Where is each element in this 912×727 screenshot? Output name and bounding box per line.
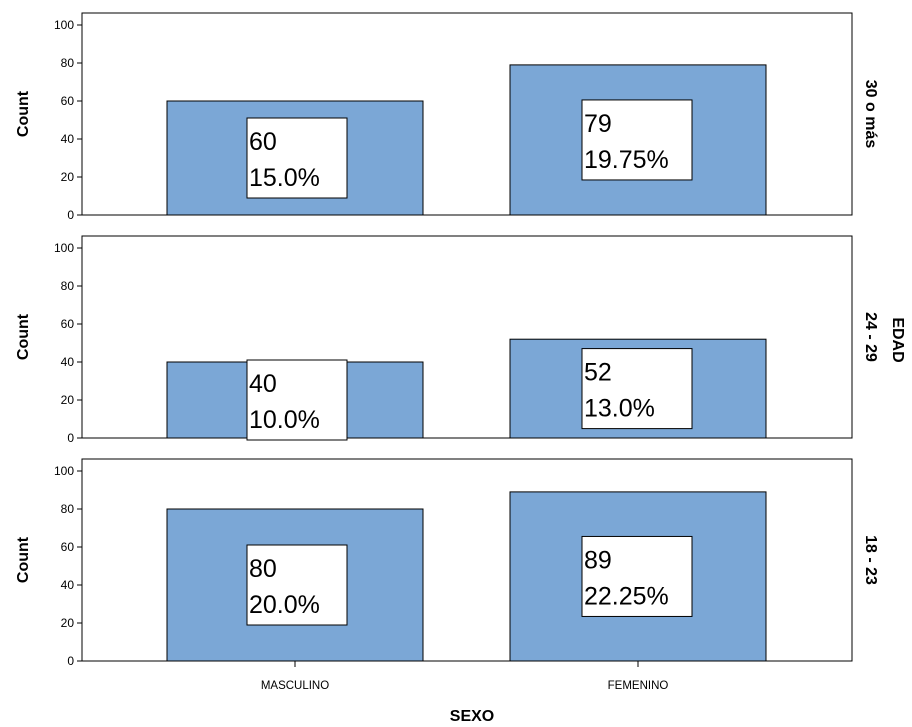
data-label-count: 80 <box>249 555 277 583</box>
x-tick-label: FEMENINO <box>608 680 669 692</box>
x-tick-label: MASCULINO <box>261 680 329 692</box>
y-tick-label: 40 <box>61 132 75 146</box>
y-tick-label: 100 <box>54 18 74 32</box>
data-label-box <box>246 117 348 199</box>
row-label: 30 o más <box>862 80 879 149</box>
data-label-percent: 19.75% <box>584 146 669 174</box>
y-axis-title: Count <box>15 536 32 583</box>
data-label-box <box>581 348 693 430</box>
panel: 0 20 40 60 80 100 Count 40 10.0% 52 13.0% 24 - 29 <box>15 235 879 445</box>
y-tick-label: 60 <box>61 317 75 331</box>
y-tick-label: 20 <box>61 616 75 630</box>
data-label-percent: 10.0% <box>249 406 320 434</box>
data-label-count: 79 <box>584 110 612 138</box>
y-tick-label: 0 <box>67 654 74 668</box>
y-tick-label: 40 <box>61 355 75 369</box>
data-label-box <box>246 359 348 441</box>
y-tick-label: 0 <box>67 431 74 445</box>
data-label-count: 40 <box>249 370 277 398</box>
x-axis: MASCULINO FEMENINO <box>261 661 669 692</box>
y-axis-title: Count <box>15 90 32 137</box>
row-label: 24 - 29 <box>862 312 879 362</box>
data-label-percent: 22.25% <box>584 582 669 610</box>
panel: 0 20 40 60 80 100 Count 80 20.0% 89 22.25% 18 - 23 <box>15 458 879 668</box>
data-label-percent: 13.0% <box>584 395 655 423</box>
y-tick-label: 60 <box>61 94 75 108</box>
data-label-count: 89 <box>584 546 612 574</box>
y-tick-label: 60 <box>61 540 75 554</box>
y-tick-label: 40 <box>61 578 75 592</box>
data-label-box <box>246 544 348 626</box>
chart-panels: 0 20 40 60 80 100 Count 60 15.0% 79 19.75% 30 o más… <box>15 12 879 668</box>
y-tick-label: 20 <box>61 170 75 184</box>
data-label-box <box>581 535 693 617</box>
row-variable-title: EDAD <box>889 317 906 362</box>
data-label-count: 52 <box>584 359 612 387</box>
row-label: 18 - 23 <box>862 535 879 585</box>
x-axis-title: SEXO <box>450 708 494 725</box>
y-axis-title: Count <box>15 313 32 360</box>
y-tick-label: 100 <box>54 464 74 478</box>
data-label-box <box>581 99 693 181</box>
y-tick-label: 20 <box>61 393 75 407</box>
y-tick-label: 0 <box>67 208 74 222</box>
data-label-count: 60 <box>249 128 277 156</box>
data-label-percent: 15.0% <box>249 164 320 192</box>
y-tick-label: 80 <box>61 279 75 293</box>
y-tick-label: 80 <box>61 502 75 516</box>
y-tick-label: 100 <box>54 241 74 255</box>
panel: 0 20 40 60 80 100 Count 60 15.0% 79 19.75% 30 o más <box>15 12 879 222</box>
data-label-percent: 20.0% <box>249 591 320 619</box>
y-tick-label: 80 <box>61 56 75 70</box>
